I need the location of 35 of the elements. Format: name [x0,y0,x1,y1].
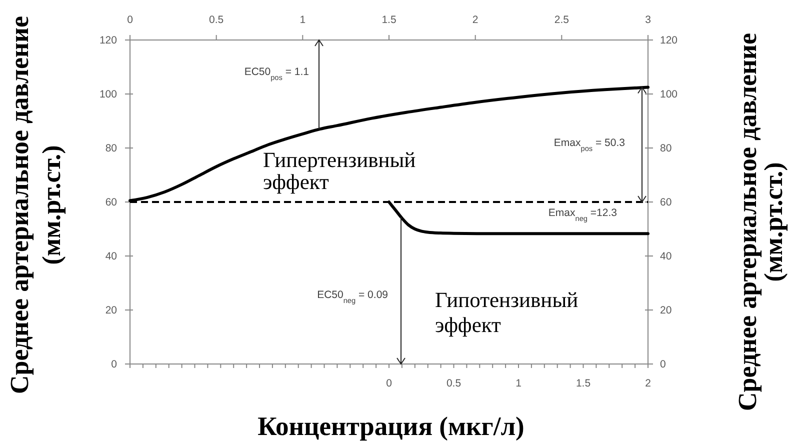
x2-tick-label: 0 [127,14,134,26]
annotation: EC50$_{neg}$ = 0.09 [317,289,388,304]
y-tick-label: 20 [105,304,118,316]
y-tick-label: 60 [105,196,118,208]
y2-tick-label: 100 [660,88,678,100]
x-tick-label: 0.5 [446,377,462,390]
y2-tick-label: 80 [660,142,672,154]
y-tick-label: 100 [99,88,118,100]
annotation: Гипертензивный эффект [263,148,416,194]
y2-tick-label: 20 [660,304,672,316]
annotation: Emax$_{neg}$ =12.3 [548,207,618,222]
x2-tick-label: 2.5 [554,14,570,26]
x2-tick-label: 1.5 [382,14,396,26]
y2-axis-title: Среднее артериальное давление (мм.рт.ст.) [732,32,788,412]
annotation: Emax$_{pos}$ = 50.3 [554,137,626,152]
x2-tick-label: 1 [300,14,306,26]
annotation: Гипотензивный эффект [435,288,578,337]
x2-tick-label: 3 [645,14,652,26]
y-axis-title: Среднее артериальное давление (мм.рт.ст.) [4,16,66,394]
x2-tick-label: 0.5 [209,14,224,26]
y-tick-label: 120 [99,34,118,46]
y2-tick-label: 120 [660,34,678,46]
y2-tick-label: 60 [660,196,672,208]
x-tick-label: 0 [386,377,392,390]
x-tick-label: 1 [516,377,522,390]
y2-tick-label: 0 [660,358,666,370]
y-tick-label: 80 [105,142,118,154]
x-tick-label: 2 [645,377,652,390]
x-axis-title: Концентрация (мкг/л) [258,411,524,441]
y-tick-label: 40 [105,250,118,262]
y2-tick-label: 40 [660,250,672,262]
x-tick-label: 1.5 [576,377,591,390]
y-tick-label: 0 [111,358,118,370]
annotation: EC50$_{pos}$ = 1.1 [244,66,310,82]
x2-tick-label: 2 [472,14,478,26]
